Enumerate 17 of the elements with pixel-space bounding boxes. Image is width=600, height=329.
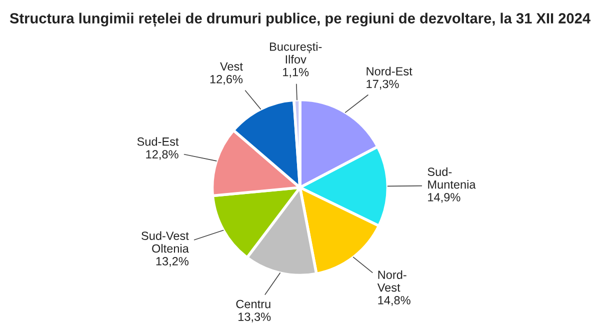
slice-label: Nord- Vest [377, 270, 406, 292]
slice-label: Nord-Est [366, 66, 412, 76]
data-label: 14,8% [378, 296, 410, 306]
data-label: 14,9% [428, 193, 460, 203]
data-label: 17,3% [366, 80, 399, 90]
slice-label: Vest [220, 62, 243, 71]
slice-label: București- Ilfov [270, 42, 322, 64]
data-label: 1,1% [283, 68, 309, 78]
slice-label: Sud-Est [137, 137, 179, 146]
data-label: 13,2% [156, 257, 188, 267]
slice-label: Centru [236, 300, 270, 308]
data-label: 12,6% [210, 74, 243, 85]
chart-title: Structura lungimii rețelei de drumuri publice, pe regiuni de dezvoltare, la 31 XII 2024 [10, 12, 590, 27]
slice-label: Sud-Vest Oltenia [142, 231, 189, 253]
slice-label: Sud- Muntenia [428, 167, 476, 189]
data-label: 13,3% [238, 312, 271, 322]
data-label: 12,8% [146, 150, 178, 160]
